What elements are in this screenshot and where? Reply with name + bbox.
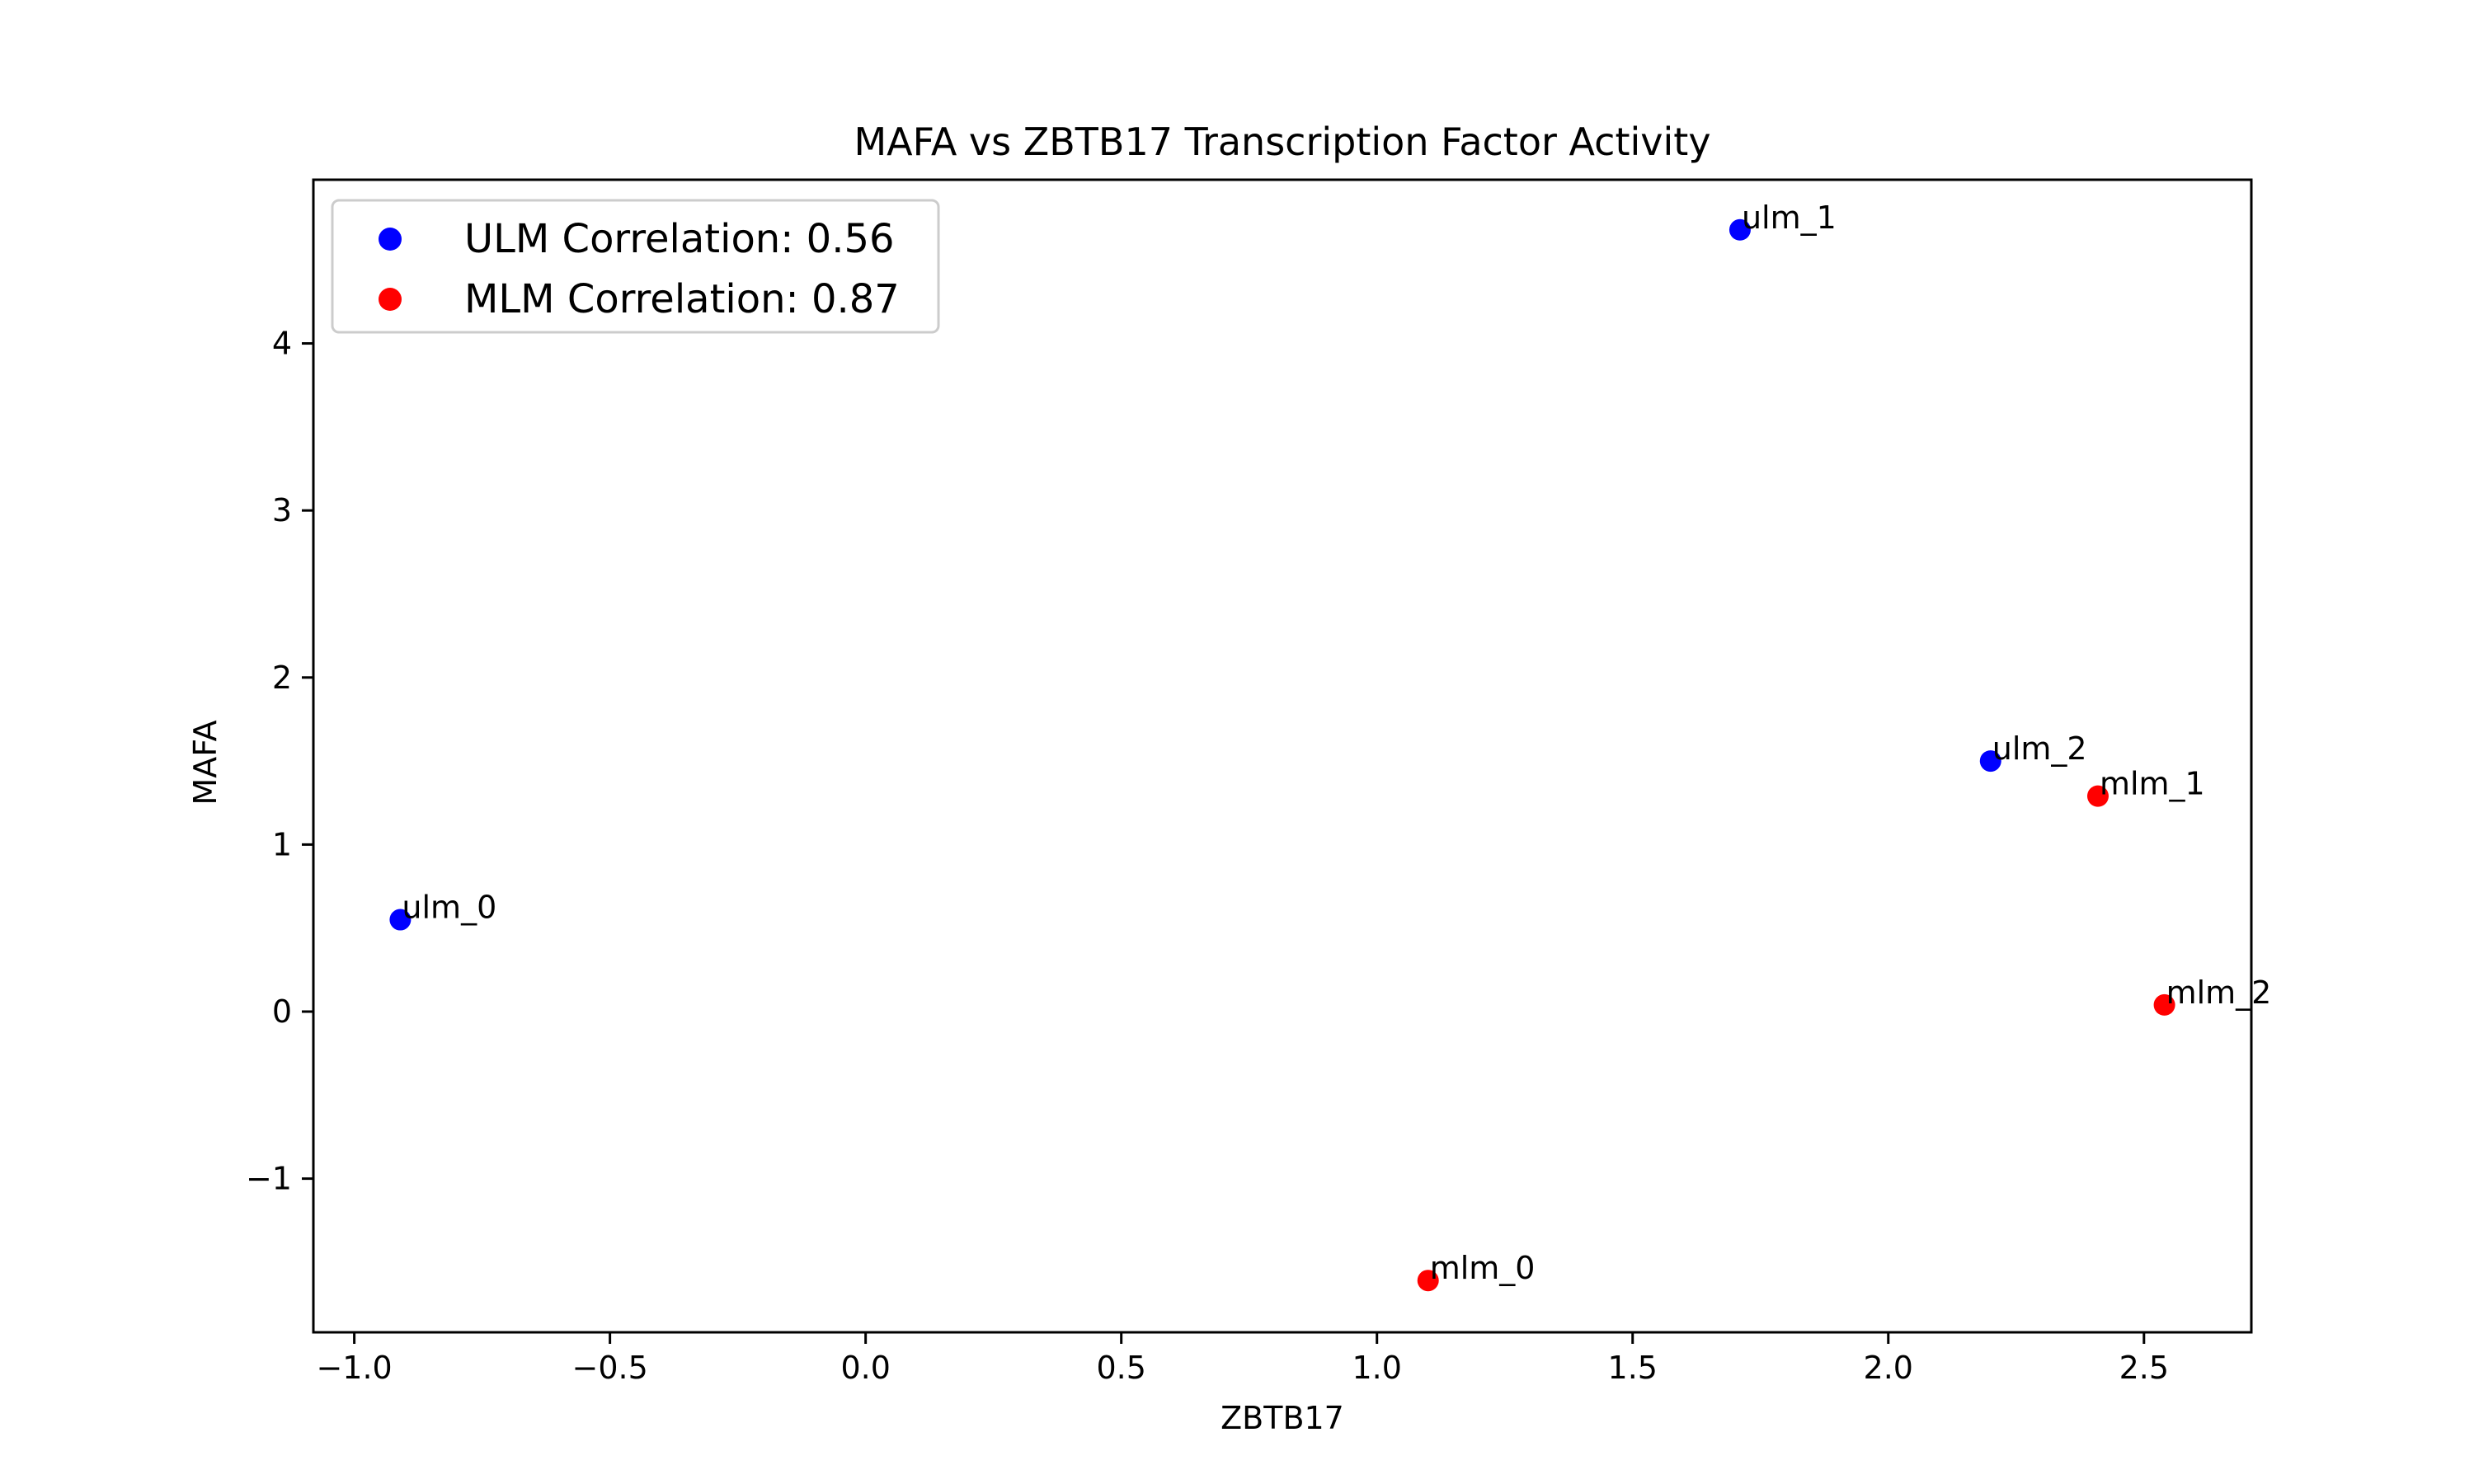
y-tick-label: −1: [246, 1161, 292, 1197]
y-tick-label: 1: [272, 826, 292, 862]
data-point-label: ulm_2: [1992, 730, 2087, 767]
data-point-label: mlm_1: [2100, 766, 2205, 802]
data-point-label: mlm_0: [1430, 1250, 1536, 1286]
y-tick-label: 3: [272, 492, 292, 528]
data-point-label: mlm_2: [2166, 974, 2272, 1011]
y-tick-label: 4: [272, 326, 292, 362]
legend-marker: [379, 288, 402, 311]
plot-area: −1.0 −0.5 0.0 0.5 1.0 1.5 2.0 2.5 −1 0 1 2 3 4 ulm_0 ul…: [246, 178, 2272, 1386]
x-tick-label: 1.0: [1352, 1350, 1401, 1386]
data-point-label: ulm_1: [1742, 200, 1837, 236]
y-tick-label: 0: [272, 993, 292, 1030]
legend-box: [331, 199, 940, 334]
legend-label: MLM Correlation: 0.87: [464, 276, 900, 322]
y-tick-label: 2: [272, 660, 292, 696]
chart-title: MAFA vs ZBTB17 Transcription Factor Acti…: [854, 120, 1710, 164]
x-tick-label: 1.5: [1608, 1350, 1658, 1386]
legend-label: ULM Correlation: 0.56: [464, 216, 895, 262]
x-tick-label: 2.0: [1864, 1350, 1913, 1386]
x-tick-label: −0.5: [571, 1350, 647, 1386]
x-axis-label: ZBTB17: [1221, 1400, 1344, 1436]
legend: ULM Correlation: 0.56 MLM Correlation: 0.…: [331, 199, 940, 334]
data-point: [1417, 1270, 1439, 1292]
data-point: [2086, 785, 2109, 807]
data-point-label: ulm_0: [402, 890, 496, 926]
plot-frame: [312, 178, 2253, 1334]
legend-marker: [379, 228, 402, 251]
data-point: [389, 909, 412, 931]
y-axis-label: MAFA: [187, 720, 223, 805]
data-point: [1729, 218, 1751, 241]
data-point: [2153, 993, 2175, 1016]
data-point: [1979, 750, 2001, 773]
x-tick-label: 0.5: [1096, 1350, 1145, 1386]
x-tick-label: −1.0: [316, 1350, 392, 1386]
x-tick-label: 2.5: [2119, 1350, 2169, 1386]
x-tick-label: 0.0: [840, 1350, 890, 1386]
